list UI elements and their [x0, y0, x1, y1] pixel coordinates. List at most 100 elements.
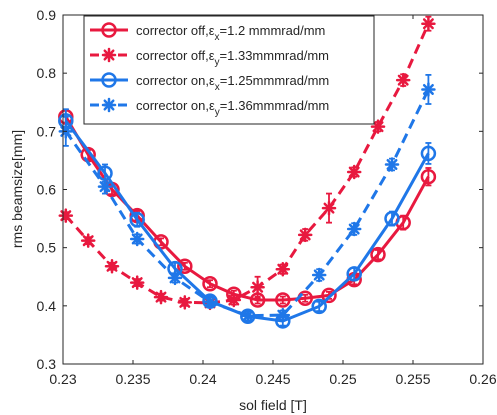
data-point	[420, 168, 437, 185]
error-bar	[316, 300, 323, 312]
legend-prefix: corrector on,	[136, 73, 209, 88]
legend-marker	[101, 47, 117, 63]
data-point	[167, 270, 183, 286]
legend-label: corrector on,εx=1.25mmmrad/mm	[136, 73, 329, 93]
legend-box	[83, 15, 375, 125]
data-point	[250, 279, 265, 295]
marker-stroke	[131, 233, 143, 245]
marker-stroke	[277, 309, 289, 321]
marker-stroke	[103, 99, 115, 111]
y-tick-label: 0.6	[37, 182, 57, 198]
x-tick-label: 0.255	[395, 371, 430, 387]
marker-stroke	[106, 260, 118, 272]
y-tick-label: 0.5	[37, 240, 57, 256]
series-line	[64, 23, 430, 305]
data-point	[129, 231, 145, 247]
data-point	[421, 82, 436, 97]
data-point	[202, 275, 218, 292]
legend-item: corrector on,εy=1.36mmmrad/mm	[90, 97, 329, 118]
data-point	[80, 233, 96, 248]
marker-stroke	[299, 229, 311, 241]
marker-stroke	[252, 281, 264, 293]
data-point	[346, 164, 362, 180]
data-point	[97, 179, 113, 194]
data-point	[420, 145, 437, 162]
marker-stroke	[82, 235, 94, 247]
data-point	[275, 261, 291, 277]
x-tick-label: 0.235	[115, 371, 150, 387]
data-point	[240, 308, 256, 323]
data-point	[370, 119, 386, 134]
data-point	[104, 259, 120, 274]
marker-stroke	[277, 263, 289, 275]
x-tick-label: 0.24	[189, 371, 216, 387]
data-point	[370, 246, 386, 263]
legend-suffix: =1.25mmmrad/mm	[220, 73, 329, 88]
data-point	[346, 266, 362, 282]
data-point	[311, 298, 327, 315]
marker-stroke	[348, 166, 360, 178]
data-point	[384, 157, 400, 172]
marker-stroke	[397, 74, 409, 86]
data-point	[275, 307, 291, 323]
series-4	[58, 74, 436, 323]
legend-symbol: ε	[209, 48, 215, 63]
x-axis-label: sol field [T]	[239, 397, 307, 413]
marker-stroke	[131, 277, 143, 289]
legend-item: corrector on,εx=1.25mmmrad/mm	[90, 72, 329, 93]
data-point	[177, 258, 193, 275]
marker-stroke	[99, 181, 111, 193]
data-point	[384, 210, 400, 227]
data-point	[177, 295, 193, 310]
legend-marker	[101, 72, 117, 88]
marker-stroke	[103, 49, 115, 61]
marker-stroke	[169, 272, 181, 284]
x-tick-label: 0.26	[469, 371, 496, 387]
legend-subscript: y	[215, 107, 220, 118]
marker-stroke	[386, 158, 398, 170]
error-bar	[279, 295, 286, 305]
data-point	[321, 200, 337, 216]
data-point	[202, 294, 218, 310]
x-tick-label: 0.245	[255, 371, 290, 387]
marker-stroke	[204, 296, 216, 308]
legend-suffix: =1.2 mmmrad/mm	[220, 23, 326, 38]
legend-label: corrector off,εx=1.2 mmmrad/mm	[136, 23, 325, 43]
axes: 0.23 0.235 0.24 0.245 0.25 0.255 0.26 0.3 0.4 0.5…	[37, 7, 497, 387]
legend-item: corrector off,εx=1.2 mmmrad/mm	[90, 22, 325, 43]
data-point	[153, 289, 169, 305]
error-bar	[181, 261, 188, 271]
data-point	[275, 292, 291, 308]
legend-prefix: corrector off,	[136, 23, 209, 38]
legend-symbol: ε	[209, 98, 215, 113]
error-bar	[375, 249, 381, 261]
legend-prefix: corrector on,	[136, 98, 209, 113]
error-bar	[207, 279, 213, 289]
legend-suffix: =1.33mmmrad/mm	[220, 48, 329, 63]
legend-subscript: y	[215, 57, 220, 68]
legend-label: corrector on,εy=1.36mmmrad/mm	[136, 98, 329, 118]
data-point	[395, 72, 411, 88]
marker-stroke	[179, 296, 191, 308]
y-tick-label: 0.9	[37, 7, 57, 23]
legend-symbol: ε	[209, 23, 215, 38]
marker-stroke	[242, 310, 254, 322]
legend-symbol: ε	[209, 73, 215, 88]
y-tick-label: 0.4	[37, 298, 57, 314]
data-point	[58, 208, 74, 223]
marker-stroke	[422, 18, 434, 30]
x-tick-label: 0.23	[49, 371, 76, 387]
legend-marker	[101, 97, 117, 113]
marker-stroke	[323, 202, 335, 214]
y-tick-label: 0.7	[37, 123, 57, 139]
error-bar	[158, 237, 164, 247]
legend-subscript: x	[215, 82, 220, 93]
marker-stroke	[155, 291, 167, 303]
data-point	[297, 227, 313, 243]
legend-item: corrector off,εy=1.33mmmrad/mm	[90, 47, 329, 68]
data-point	[311, 267, 327, 283]
marker-stroke	[348, 223, 360, 235]
legend-label: corrector off,εy=1.33mmmrad/mm	[136, 48, 329, 68]
data-point	[226, 292, 242, 308]
